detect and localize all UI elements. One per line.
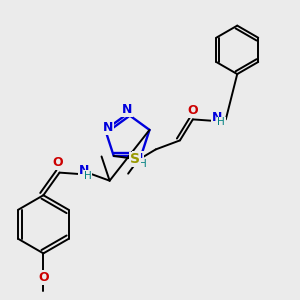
Text: S: S: [130, 152, 140, 167]
Text: N: N: [103, 121, 113, 134]
Text: N: N: [122, 103, 133, 116]
Text: H: H: [139, 159, 146, 169]
Text: H: H: [84, 171, 92, 181]
Text: N: N: [79, 164, 89, 177]
Text: N: N: [212, 111, 222, 124]
Text: H: H: [218, 117, 225, 127]
Text: N: N: [133, 152, 143, 165]
Text: O: O: [52, 156, 63, 170]
Text: O: O: [188, 104, 198, 117]
Text: O: O: [38, 271, 49, 284]
